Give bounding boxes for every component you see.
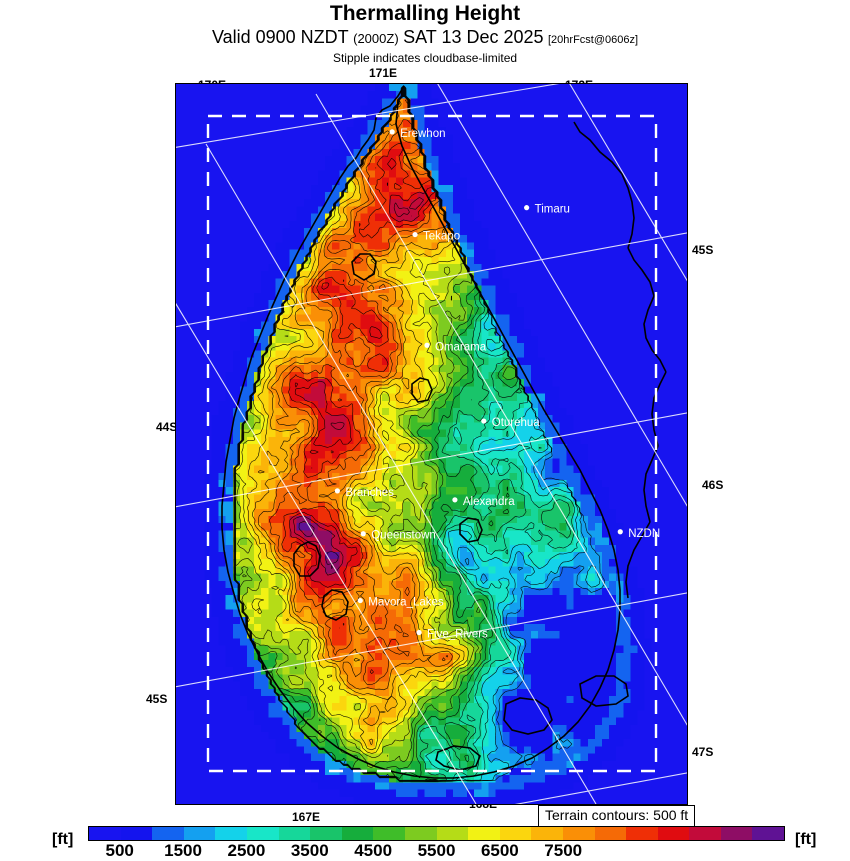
colorbar-tick-4500: 4500 (354, 841, 392, 861)
colorbar-segment (563, 827, 595, 840)
colorbar-segment (437, 827, 469, 840)
colorbar-unit-left: [ft] (52, 831, 73, 849)
station-label: NZDN (628, 528, 660, 540)
graticule-label-46s-right: 46S (702, 478, 723, 492)
station-label: Tekapo (423, 231, 460, 243)
colorbar-segment (531, 827, 563, 840)
station-label: Five_Rivers (427, 628, 488, 640)
colorbar-segment (405, 827, 437, 840)
valid-date-text: SAT 13 Dec 2025 (403, 27, 543, 47)
colorbar-tick-labels: 500 1500 2500 3500 4500 5500 6500 7500 (88, 841, 785, 860)
colorbar-unit-right: [ft] (795, 831, 816, 849)
map-frame[interactable]: Erewhon Timaru Tekapo Omarama Oturehua Branch… (175, 83, 688, 805)
station-label: Omarama (435, 341, 487, 353)
colorbar-segment (689, 827, 721, 840)
graticule-label-45s-right: 45S (692, 243, 713, 257)
colorbar-segment (658, 827, 690, 840)
colorbar-segment (247, 827, 279, 840)
station-five_rivers[interactable]: Five_Rivers (416, 628, 488, 640)
station-label: Queenstown (371, 530, 436, 542)
colorbar[interactable]: [ft] [ft] 500 1500 2500 3500 4500 5500 6500 750… (0, 826, 850, 860)
stipple-note: Stipple indicates cloudbase-limited (0, 51, 850, 66)
station-dot-icon (412, 232, 417, 237)
colorbar-segment (342, 827, 374, 840)
colorbar-segment (279, 827, 311, 840)
colorbar-segment (373, 827, 405, 840)
station-dot-icon (358, 598, 363, 603)
terrain-contour-legend: Terrain contours: 500 ft (538, 805, 695, 827)
colorbar-tick-1500: 1500 (164, 841, 202, 861)
station-label: Timaru (535, 204, 570, 216)
station-dot-icon (481, 418, 486, 423)
colorbar-segment (752, 827, 784, 840)
colorbar-gradient[interactable] (88, 826, 785, 841)
station-label: Erewhon (400, 128, 445, 140)
station-label: Branches (345, 487, 394, 499)
thermalling-height-field (176, 84, 687, 804)
colorbar-segment (626, 827, 658, 840)
colorbar-segment (500, 827, 532, 840)
colorbar-tick-2500: 2500 (227, 841, 265, 861)
colorbar-segment (468, 827, 500, 840)
station-queenstown[interactable]: Queenstown (361, 530, 436, 542)
page-title: Thermalling Height (0, 2, 850, 26)
utc-time-text: (2000Z) (353, 31, 399, 46)
valid-time-text: Valid 0900 NZDT (212, 27, 349, 47)
colorbar-segment (121, 827, 153, 840)
station-label: Oturehua (492, 417, 541, 429)
title-block: Thermalling Height Valid 0900 NZDT (2000… (0, 2, 850, 66)
colorbar-tick-5500: 5500 (418, 841, 456, 861)
colorbar-tick-3500: 3500 (291, 841, 329, 861)
station-dot-icon (335, 488, 340, 493)
graticule-label-171e-top: 171E (369, 66, 397, 80)
station-dot-icon (618, 529, 623, 534)
graticule-label-167e-bottom: 167E (292, 810, 320, 824)
colorbar-tick-7500: 7500 (544, 841, 582, 861)
thermalling-height-map[interactable]: Erewhon Timaru Tekapo Omarama Oturehua Branch… (176, 84, 687, 804)
station-mavora_lakes[interactable]: Mavora_Lakes (358, 597, 444, 609)
station-dot-icon (452, 497, 457, 502)
station-dot-icon (390, 129, 395, 134)
colorbar-segment (595, 827, 627, 840)
colorbar-segment (89, 827, 121, 840)
colorbar-segment (310, 827, 342, 840)
subtitle: Valid 0900 NZDT (2000Z) SAT 13 Dec 2025 … (0, 26, 850, 51)
graticule-label-47s-right: 47S (692, 745, 713, 759)
station-label: Mavora_Lakes (368, 597, 444, 609)
colorbar-segment (184, 827, 216, 840)
station-dot-icon (424, 343, 429, 348)
colorbar-tick-6500: 6500 (481, 841, 519, 861)
station-dot-icon (524, 205, 529, 210)
colorbar-segment (152, 827, 184, 840)
colorbar-segment (721, 827, 753, 840)
colorbar-tick-500: 500 (105, 841, 133, 861)
colorbar-segment (215, 827, 247, 840)
station-dot-icon (361, 531, 366, 536)
station-dot-icon (416, 630, 421, 635)
forecast-tag-text: [20hrFcst@0606z] (548, 34, 638, 46)
station-label: Alexandra (463, 496, 515, 508)
graticule-label-45s-left: 45S (146, 692, 167, 706)
